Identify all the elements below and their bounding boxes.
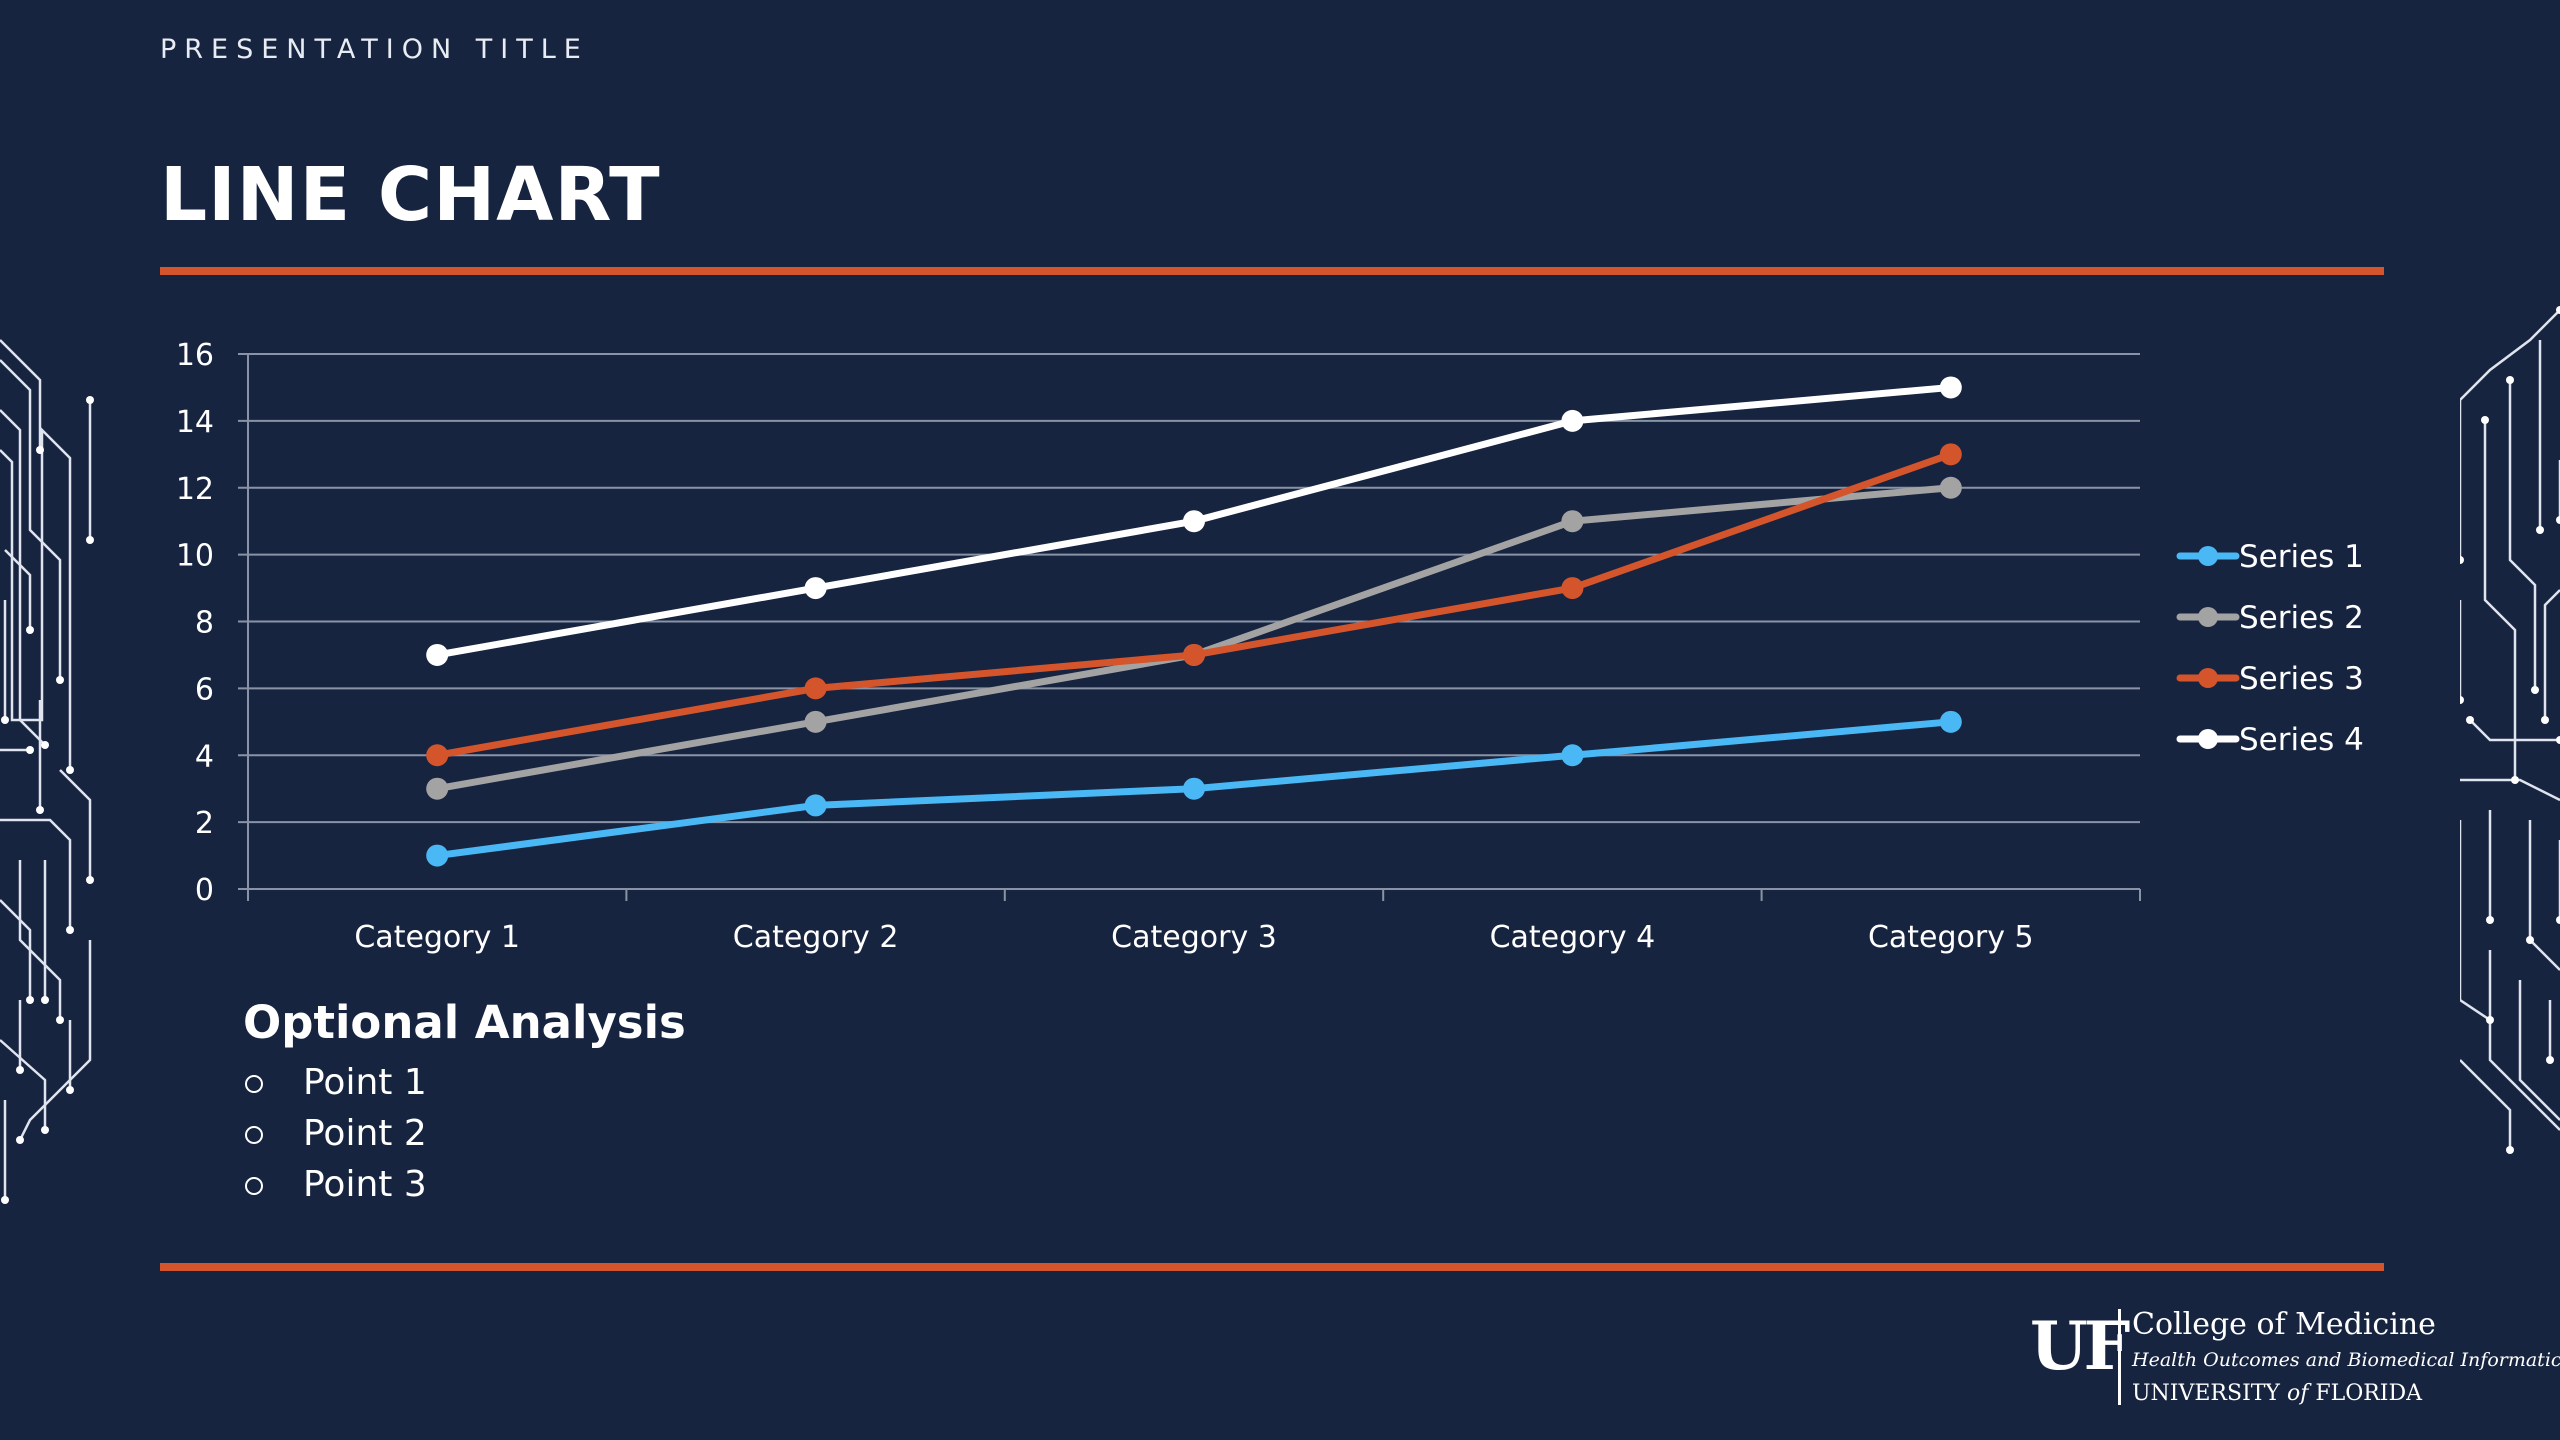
legend-label: Series 1 <box>2239 539 2364 575</box>
logo-college-name: College of Medicine <box>2132 1307 2436 1342</box>
data-point <box>426 643 449 666</box>
data-point <box>1939 443 1962 466</box>
logo-divider <box>2118 1309 2121 1405</box>
data-point <box>426 744 449 767</box>
data-point <box>1939 476 1962 499</box>
circuit-decoration-left-icon <box>0 339 94 1204</box>
logo-department-name: Health Outcomes and Biomedical Informati… <box>2132 1349 2560 1371</box>
line-chart: 0 2 4 6 8 10 12 14 16 Category 1 Category 2 Categor… <box>176 338 2364 955</box>
analysis-points: Point 1 Point 2 Point 3 <box>243 1057 686 1210</box>
uf-logo-mark: UF <box>2030 1307 2130 1385</box>
presentation-title: PRESENTATION TITLE <box>160 34 589 65</box>
data-point <box>1939 710 1962 733</box>
data-point <box>1561 510 1584 533</box>
data-point <box>1183 510 1205 533</box>
bullet-circle-icon <box>245 1075 263 1093</box>
data-point <box>804 794 827 817</box>
y-tick-label: 14 <box>176 405 214 440</box>
x-tick-label: Category 4 <box>1490 920 1656 955</box>
series-line <box>433 450 1955 759</box>
legend-marker <box>2198 729 2218 749</box>
analysis-point-text: Point 3 <box>303 1164 427 1205</box>
data-point <box>804 577 827 600</box>
y-tick-label: 12 <box>176 472 214 507</box>
analysis-point-text: Point 2 <box>303 1113 427 1154</box>
list-item: Point 1 <box>243 1057 686 1108</box>
bullet-circle-icon <box>245 1126 263 1144</box>
footer-divider <box>160 1263 2384 1271</box>
legend-marker <box>2198 546 2218 566</box>
series-1 <box>426 710 1962 867</box>
data-point <box>1183 643 1205 666</box>
data-point <box>1561 577 1584 600</box>
chart-axes: 0 2 4 6 8 10 12 14 16 Category 1 Category 2 Categor… <box>176 338 2141 955</box>
x-tick-label: Category 1 <box>354 920 520 955</box>
logo-university-name: UNIVERSITY of FLORIDA <box>2132 1381 2423 1406</box>
y-tick-label: 10 <box>176 539 214 574</box>
data-point <box>804 710 827 733</box>
x-tick-label: Category 3 <box>1111 920 1277 955</box>
data-point <box>1939 376 1962 399</box>
title-divider <box>160 267 2384 275</box>
data-point <box>426 844 449 867</box>
y-tick-label: 16 <box>176 338 214 373</box>
x-tick-label: Category 2 <box>733 920 899 955</box>
bullet-circle-icon <box>245 1177 263 1195</box>
legend-entry: Series 2 <box>2176 600 2364 636</box>
analysis-title: Optional Analysis <box>243 996 686 1049</box>
chart-series <box>426 376 1962 867</box>
circuit-decoration-right-icon <box>2460 306 2560 1154</box>
y-tick-label: 4 <box>195 739 214 774</box>
analysis-point-text: Point 1 <box>303 1062 427 1103</box>
slide-title: LINE CHART <box>160 152 661 238</box>
y-tick-label: 2 <box>195 806 214 841</box>
legend-entry: Series 3 <box>2176 661 2364 697</box>
series-4 <box>426 376 1962 666</box>
y-tick-label: 8 <box>195 606 214 641</box>
x-tick-label: Category 5 <box>1868 920 2034 955</box>
y-tick-label: 6 <box>195 672 214 707</box>
list-item: Point 3 <box>243 1159 686 1210</box>
data-point <box>1183 777 1205 800</box>
legend-entry: Series 4 <box>2176 722 2364 758</box>
chart-gridlines <box>248 353 2140 824</box>
data-point <box>1561 409 1584 432</box>
uf-college-of-medicine-logo: UF College of Medicine Health Outcomes a… <box>2030 1305 2560 1415</box>
legend-label: Series 4 <box>2239 722 2364 758</box>
legend-label: Series 3 <box>2239 661 2364 697</box>
optional-analysis: Optional Analysis Point 1 Point 2 Point … <box>243 996 686 1210</box>
legend-label: Series 2 <box>2239 600 2364 636</box>
legend-entry: Series 1 <box>2176 539 2364 575</box>
data-point <box>804 677 827 700</box>
legend-marker <box>2198 607 2218 627</box>
series-3 <box>426 443 1962 767</box>
legend-marker <box>2198 668 2218 688</box>
y-tick-label: 0 <box>195 873 214 908</box>
list-item: Point 2 <box>243 1108 686 1159</box>
chart-legend: Series 1 Series 2 Series 3 Series 4 <box>2176 539 2364 758</box>
data-point <box>426 777 449 800</box>
data-point <box>1561 744 1584 767</box>
